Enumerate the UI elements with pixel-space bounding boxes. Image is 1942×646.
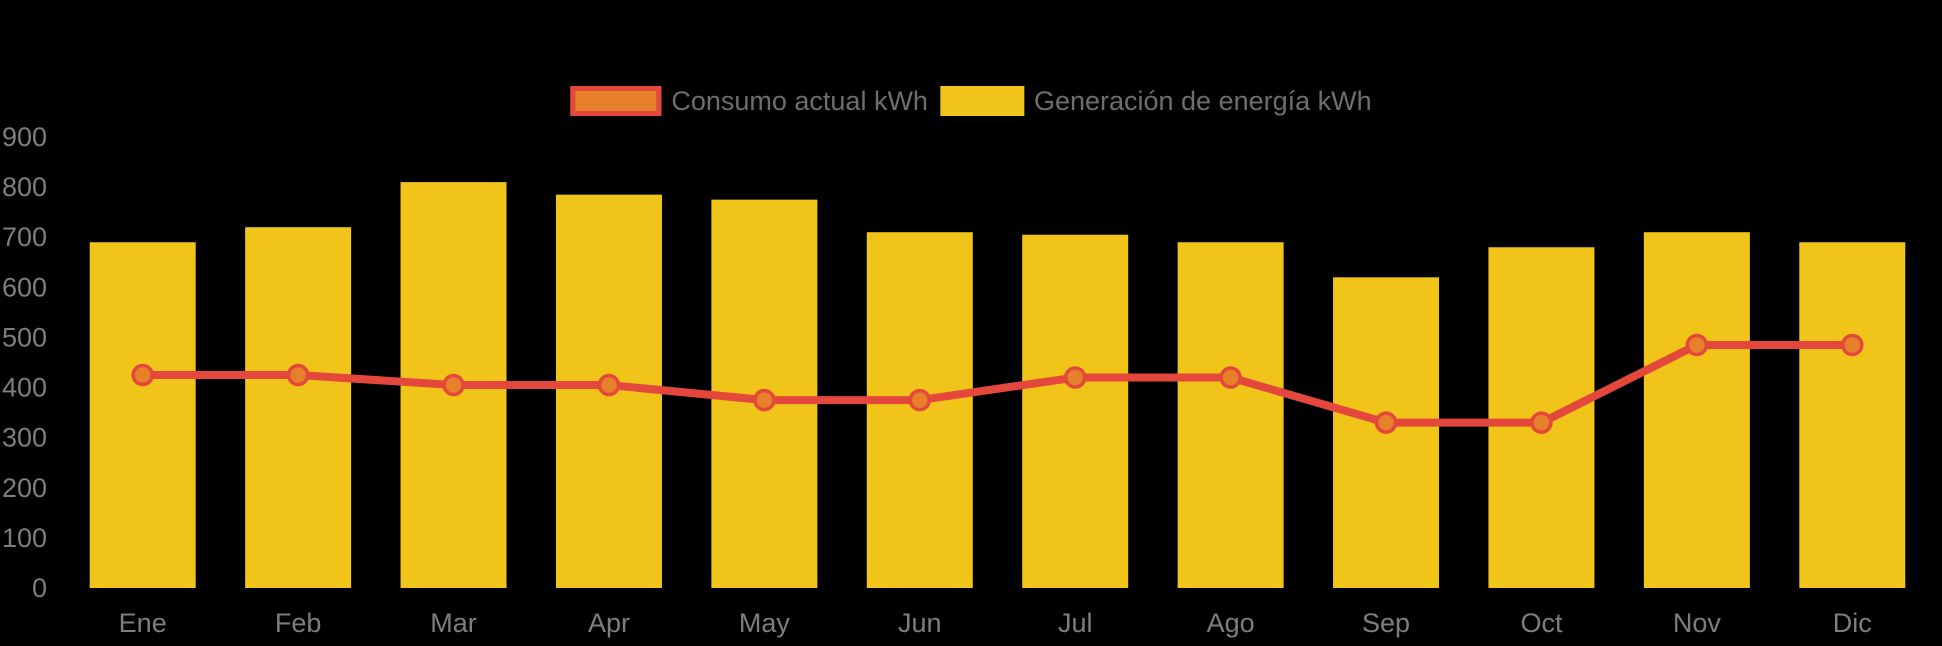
line-point-ago[interactable] bbox=[1219, 366, 1242, 389]
line-point-nov[interactable] bbox=[1685, 333, 1709, 357]
line-point-mar[interactable] bbox=[442, 373, 465, 397]
bar-dic[interactable] bbox=[1799, 242, 1906, 588]
legend-item-generacion[interactable]: Generación de energía kWh bbox=[939, 86, 1372, 116]
line-point-apr[interactable] bbox=[597, 373, 621, 397]
x-axis-label-jul: Jul bbox=[1058, 608, 1093, 638]
x-axis-label-apr: Apr bbox=[588, 608, 630, 638]
x-axis-label-oct: Oct bbox=[1520, 608, 1563, 638]
consumo-line bbox=[138, 340, 1857, 427]
consumo-line-swatch-icon bbox=[570, 86, 662, 116]
y-axis-tick-label: 800 bbox=[2, 172, 47, 202]
x-axis-label-feb: Feb bbox=[275, 608, 322, 638]
y-axis-tick-label: 400 bbox=[2, 373, 47, 403]
y-axis-tick-label: 100 bbox=[2, 523, 47, 553]
y-axis-tick-label: 500 bbox=[2, 322, 47, 352]
y-axis-tick-label: 200 bbox=[2, 473, 47, 503]
y-axis-tick-label: 300 bbox=[2, 423, 47, 453]
line-point-feb[interactable] bbox=[286, 363, 310, 387]
legend-label-consumo: Consumo actual kWh bbox=[671, 86, 928, 116]
x-axis-label-dic: Dic bbox=[1833, 608, 1872, 638]
generacion-bar-swatch-icon bbox=[939, 86, 1024, 116]
x-axis-label-ene: Ene bbox=[119, 608, 167, 638]
line-point-ene[interactable] bbox=[131, 363, 154, 387]
bar-feb[interactable] bbox=[245, 227, 352, 588]
line-point-oct[interactable] bbox=[1530, 411, 1553, 434]
chart-legend: Consumo actual kWh Generación de energía… bbox=[570, 86, 1372, 116]
x-axis-label-may: May bbox=[739, 608, 791, 638]
x-axis-label-mar: Mar bbox=[430, 608, 477, 638]
y-axis-tick-label: 600 bbox=[2, 272, 47, 302]
bar-jul[interactable] bbox=[1022, 234, 1129, 588]
y-axis-tick-label: 0 bbox=[32, 573, 47, 603]
x-axis-label-ago: Ago bbox=[1207, 608, 1255, 638]
line-point-may[interactable] bbox=[753, 388, 776, 412]
line-point-dic[interactable] bbox=[1841, 333, 1864, 357]
y-axis-tick-label: 700 bbox=[2, 222, 47, 252]
y-axis-tick-label: 900 bbox=[2, 122, 47, 152]
bar-ago[interactable] bbox=[1177, 242, 1284, 588]
line-point-sep[interactable] bbox=[1374, 411, 1398, 434]
bar-nov[interactable] bbox=[1643, 232, 1750, 588]
x-axis-label-sep: Sep bbox=[1362, 608, 1410, 638]
x-axis-label-nov: Nov bbox=[1673, 608, 1722, 638]
line-point-jun[interactable] bbox=[908, 388, 932, 412]
bar-ene[interactable] bbox=[89, 242, 196, 588]
x-axis-label-jun: Jun bbox=[898, 608, 942, 638]
legend-label-generacion: Generación de energía kWh bbox=[1033, 86, 1372, 116]
legend-item-consumo[interactable]: Consumo actual kWh bbox=[570, 86, 928, 116]
line-point-jul[interactable] bbox=[1063, 366, 1087, 389]
